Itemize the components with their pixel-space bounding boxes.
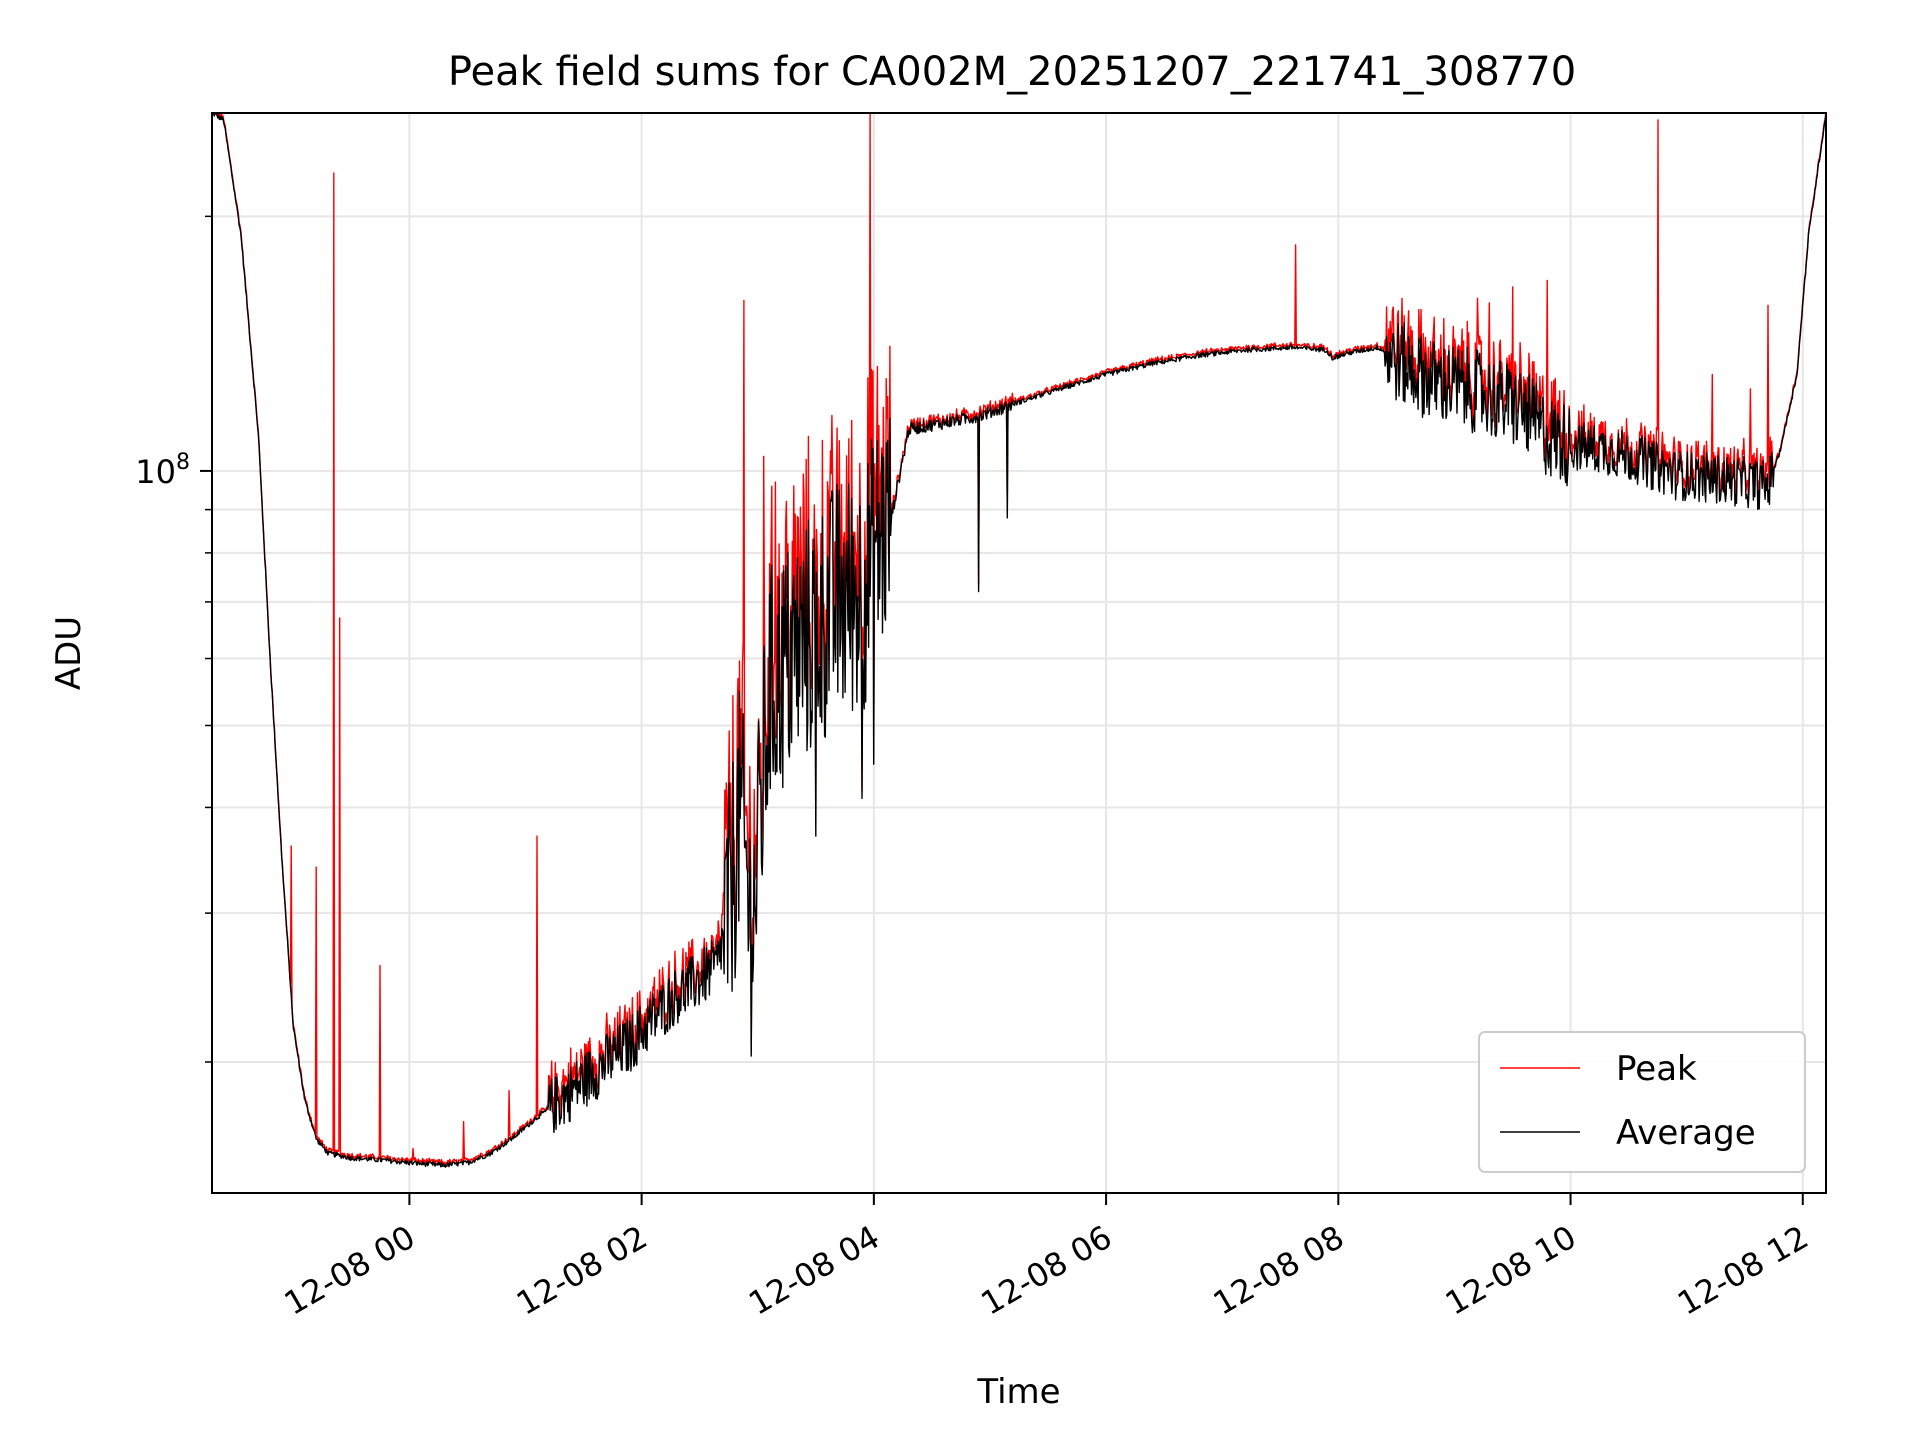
y-axis: 108 xyxy=(135,215,212,1063)
plot-area xyxy=(212,113,1826,1193)
plot-frame xyxy=(211,112,1827,1194)
legend: Peak Average xyxy=(1478,1031,1806,1173)
legend-label-peak: Peak xyxy=(1616,1049,1697,1089)
y-tick-label-major: 108 xyxy=(135,450,190,491)
legend-box xyxy=(1478,1031,1806,1173)
series-line-average xyxy=(212,113,1826,1168)
y-axis-label: ADU xyxy=(49,616,89,690)
series-layer xyxy=(212,113,1826,1168)
legend-label-average: Average xyxy=(1616,1113,1756,1153)
chart-title: Peak field sums for CA002M_20251207_2217… xyxy=(448,49,1576,95)
plot-clip-group xyxy=(212,113,1826,1168)
x-axis-label: Time xyxy=(976,1372,1060,1412)
